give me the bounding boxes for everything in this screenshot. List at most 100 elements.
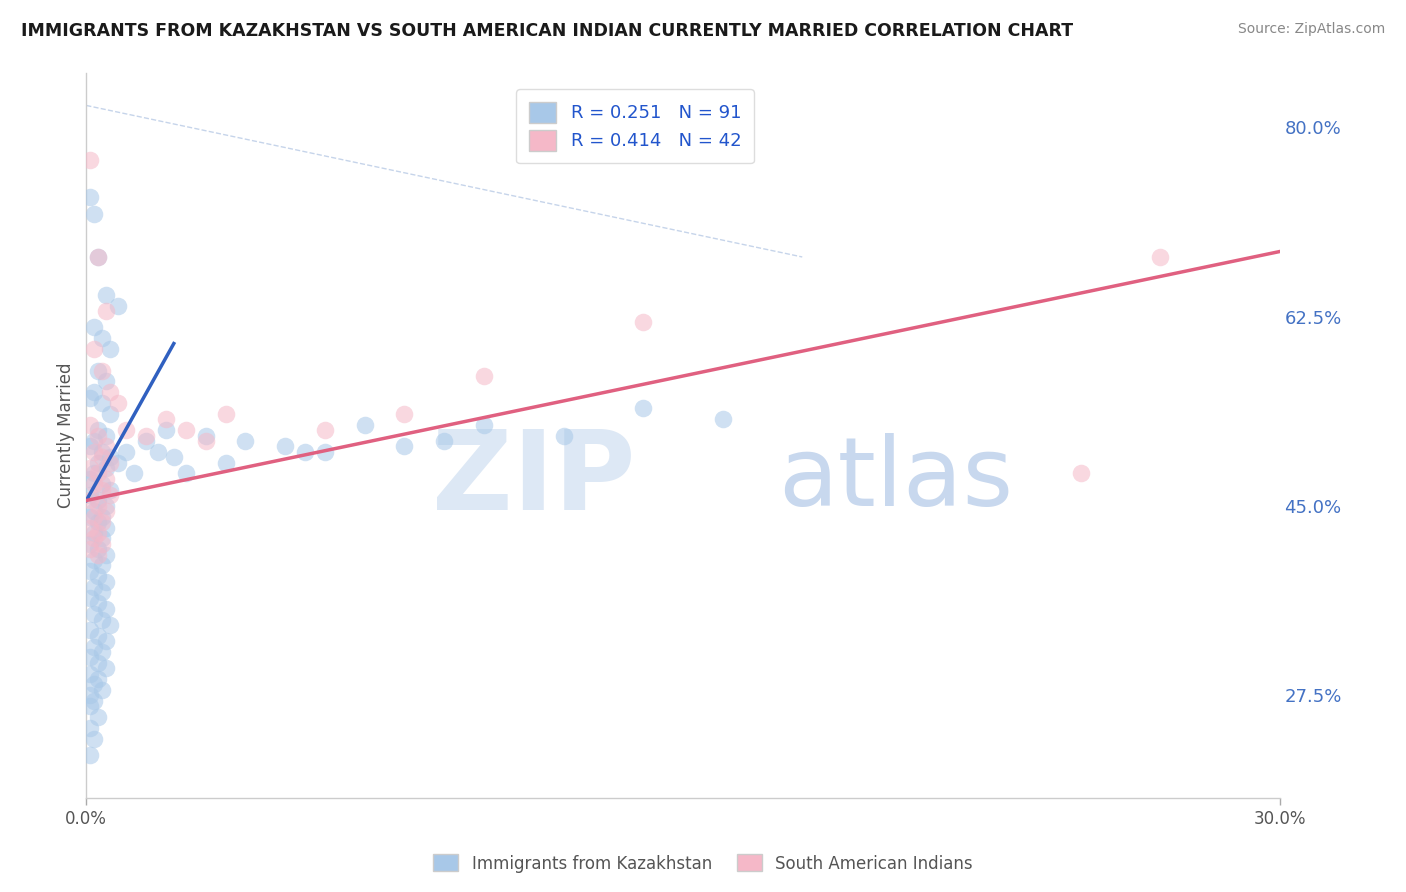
Point	[83, 580, 105, 594]
Point	[91, 450, 114, 465]
Point	[91, 613, 114, 627]
Point	[214, 407, 236, 421]
Point	[79, 439, 101, 453]
Point	[79, 591, 101, 605]
Point	[314, 423, 336, 437]
Point	[87, 456, 110, 470]
Legend: R = 0.251   N = 91, R = 0.414   N = 42: R = 0.251 N = 91, R = 0.414 N = 42	[516, 89, 754, 163]
Point	[83, 444, 105, 458]
Point	[79, 153, 101, 167]
Point	[96, 472, 118, 486]
Point	[98, 483, 121, 497]
Point	[107, 396, 129, 410]
Point	[96, 504, 118, 518]
Point	[83, 694, 105, 708]
Point	[1070, 467, 1092, 481]
Point	[631, 315, 654, 329]
Point	[87, 672, 110, 686]
Point	[91, 558, 114, 573]
Point	[79, 391, 101, 405]
Point	[83, 467, 105, 481]
Point	[194, 428, 217, 442]
Point	[91, 483, 114, 497]
Point	[87, 428, 110, 442]
Point	[155, 423, 177, 437]
Point	[98, 618, 121, 632]
Point	[91, 477, 114, 491]
Point	[83, 477, 105, 491]
Point	[83, 640, 105, 654]
Point	[91, 515, 114, 529]
Point	[96, 288, 118, 302]
Point	[235, 434, 257, 448]
Point	[163, 450, 186, 465]
Point	[79, 650, 101, 665]
Point	[87, 250, 110, 264]
Point	[83, 504, 105, 518]
Point	[91, 585, 114, 599]
Point	[553, 428, 575, 442]
Point	[83, 434, 105, 448]
Point	[96, 634, 118, 648]
Point	[91, 532, 114, 546]
Point	[87, 250, 110, 264]
Point	[91, 537, 114, 551]
Point	[83, 320, 105, 334]
Point	[96, 520, 118, 534]
Point	[91, 509, 114, 524]
Point	[87, 467, 110, 481]
Point	[394, 407, 416, 421]
Point	[87, 493, 110, 508]
Point	[214, 456, 236, 470]
Point	[83, 553, 105, 567]
Point	[79, 488, 101, 502]
Point	[79, 747, 101, 762]
Point	[96, 304, 118, 318]
Point	[83, 207, 105, 221]
Point	[155, 412, 177, 426]
Point	[353, 417, 375, 432]
Point	[91, 444, 114, 458]
Point	[79, 190, 101, 204]
Point	[631, 401, 654, 416]
Point	[472, 417, 495, 432]
Point	[79, 564, 101, 578]
Point	[174, 467, 197, 481]
Point	[472, 369, 495, 384]
Point	[87, 710, 110, 724]
Point	[91, 363, 114, 377]
Point	[79, 461, 101, 475]
Point	[87, 525, 110, 540]
Point	[294, 444, 316, 458]
Point	[122, 467, 145, 481]
Point	[91, 396, 114, 410]
Point	[87, 548, 110, 562]
Point	[96, 601, 118, 615]
Point	[79, 509, 101, 524]
Point	[115, 423, 138, 437]
Point	[79, 472, 101, 486]
Point	[115, 444, 138, 458]
Text: IMMIGRANTS FROM KAZAKHSTAN VS SOUTH AMERICAN INDIAN CURRENTLY MARRIED CORRELATIO: IMMIGRANTS FROM KAZAKHSTAN VS SOUTH AMER…	[21, 22, 1073, 40]
Text: atlas: atlas	[779, 433, 1014, 525]
Point	[83, 731, 105, 746]
Point	[107, 456, 129, 470]
Point	[87, 515, 110, 529]
Point	[98, 342, 121, 356]
Point	[79, 721, 101, 735]
Point	[87, 569, 110, 583]
Point	[98, 385, 121, 400]
Point	[96, 548, 118, 562]
Point	[98, 407, 121, 421]
Point	[194, 434, 217, 448]
Point	[79, 699, 101, 714]
Point	[87, 423, 110, 437]
Point	[91, 645, 114, 659]
Point	[96, 499, 118, 513]
Point	[79, 520, 101, 534]
Point	[83, 532, 105, 546]
Point	[96, 439, 118, 453]
Point	[83, 607, 105, 621]
Point	[79, 624, 101, 638]
Point	[711, 412, 734, 426]
